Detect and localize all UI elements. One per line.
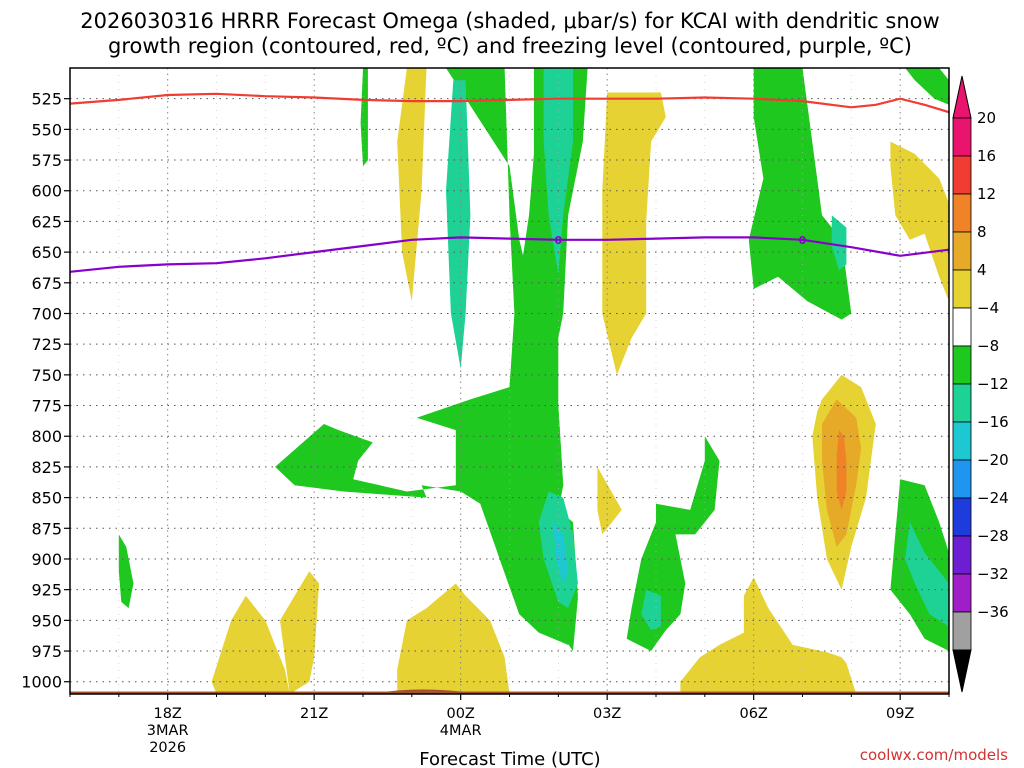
colorbar: 20 16 12 8 4 −4 −8 −12 −16 −20 −24 −28 −32 −36: [952, 75, 1009, 693]
colorbar-swatch-11: [952, 535, 972, 575]
x-tick-label-00Z: 00Z: [446, 706, 474, 722]
credit-text: coolwx.com/models: [860, 746, 1008, 764]
omega-region-yellow-0: [397, 68, 427, 302]
series-line-1: [70, 236, 949, 273]
x-year-label-18Z: 2026: [149, 740, 186, 756]
colorbar-label-11: −28: [977, 527, 1009, 545]
y-tick-label-725: 725: [31, 335, 62, 354]
colorbar-swatch-10: [952, 497, 972, 537]
y-tick-label-550: 550: [31, 120, 62, 139]
y-tick-label-950: 950: [31, 611, 62, 630]
chart-title-line-2: growth region (contoured, red, ºC) and f…: [108, 34, 912, 58]
y-tick-label-675: 675: [31, 274, 62, 293]
omega-region-yellow-23: [397, 583, 510, 694]
x-date-label-18Z: 3MAR: [147, 723, 189, 739]
y-tick-label-600: 600: [31, 182, 62, 201]
colorbar-label-1: 16: [977, 147, 996, 165]
colorbar-bottom-triangle: [952, 649, 972, 693]
colorbar-label-10: −24: [977, 489, 1009, 507]
x-tick-label-03Z: 03Z: [593, 706, 621, 722]
y-tick-label-750: 750: [31, 366, 62, 385]
omega-region-green-12: [748, 68, 852, 320]
x-date-label-00Z: 4MAR: [440, 723, 482, 739]
y-tick-label-1000: 1000: [21, 673, 62, 692]
y-tick-label-625: 625: [31, 212, 62, 231]
freezing-level-contour-label: 0: [799, 234, 807, 247]
omega-region-yellow-24: [680, 577, 857, 694]
x-tick-label-18Z: 18Z: [153, 706, 181, 722]
omega-region-yellow-8: [602, 92, 666, 375]
series-line-0: [70, 92, 949, 114]
colorbar-swatch-8: [952, 421, 972, 461]
colorbar-swatch-3: [952, 231, 972, 271]
x-tick-label-09Z: 09Z: [886, 706, 914, 722]
colorbar-label-2: 12: [977, 185, 996, 203]
omega-region-teal-20: [905, 522, 949, 627]
omega-region-yellow-15: [890, 141, 949, 302]
omega-region-green-1: [360, 68, 368, 167]
omega-region-green-14: [905, 68, 949, 105]
colorbar-label-13: −36: [977, 603, 1009, 621]
colorbar-swatch-13: [952, 611, 972, 651]
y-tick-label-700: 700: [31, 304, 62, 323]
chart-title-line-1: 2026030316 HRRR Forecast Omega (shaded, …: [80, 9, 939, 33]
omega-region-yellow-9: [597, 466, 622, 535]
colorbar-swatch-4: [952, 269, 972, 309]
omega-region-cyan-7: [553, 522, 569, 584]
colorbar-swatch-12: [952, 573, 972, 613]
colorbar-label-8: −16: [977, 413, 1009, 431]
ground-layer: [70, 689, 949, 694]
x-axis-title: Forecast Time (UTC): [419, 749, 600, 768]
y-tick-label-775: 775: [31, 397, 62, 416]
colorbar-label-0: 20: [977, 109, 996, 127]
colorbar-label-4: 4: [977, 261, 987, 279]
colorbar-swatch-9: [952, 459, 972, 499]
y-tick-label-800: 800: [31, 427, 62, 446]
ground-bump: [387, 689, 461, 692]
y-tick-label-925: 925: [31, 581, 62, 600]
ground-surface: [70, 691, 949, 694]
omega-region-orange-18: [836, 430, 847, 510]
colorbar-label-6: −8: [977, 337, 999, 355]
colorbar-label-3: 8: [977, 223, 987, 241]
colorbar-swatch-2: [952, 193, 972, 233]
colorbar-label-5: −4: [977, 299, 999, 317]
freezing-level-contour-label: 0: [555, 234, 563, 247]
colorbar-swatch-5: [952, 307, 972, 347]
colorbar-label-9: −20: [977, 451, 1009, 469]
x-tick-label-21Z: 21Z: [300, 706, 328, 722]
colorbar-swatch-7: [952, 383, 972, 423]
y-tick-label-850: 850: [31, 489, 62, 508]
colorbar-label-12: −32: [977, 565, 1009, 583]
omega-region-teal-4: [446, 80, 471, 369]
y-tick-label-975: 975: [31, 642, 62, 661]
y-tick-label-525: 525: [31, 90, 62, 109]
omega-region-teal-5: [543, 68, 573, 275]
y-tick-label-825: 825: [31, 458, 62, 477]
x-tick-label-06Z: 06Z: [739, 706, 767, 722]
y-tick-label-575: 575: [31, 151, 62, 170]
colorbar-label-7: −12: [977, 375, 1009, 393]
omega-region-yellow-22: [280, 571, 320, 694]
y-tick-label-650: 650: [31, 243, 62, 262]
colorbar-swatch-0: [952, 117, 972, 157]
omega-region-yellow-21: [211, 595, 290, 694]
shaded-omega-layer: [118, 68, 949, 694]
colorbar-swatch-6: [952, 345, 972, 385]
y-tick-label-900: 900: [31, 550, 62, 569]
y-tick-label-875: 875: [31, 519, 62, 538]
colorbar-swatch-1: [952, 155, 972, 195]
y-axis: 525 550 575 600 625 650 675 700 725 750 775 800 825 8…: [21, 90, 70, 692]
omega-region-teal-13: [831, 215, 847, 271]
